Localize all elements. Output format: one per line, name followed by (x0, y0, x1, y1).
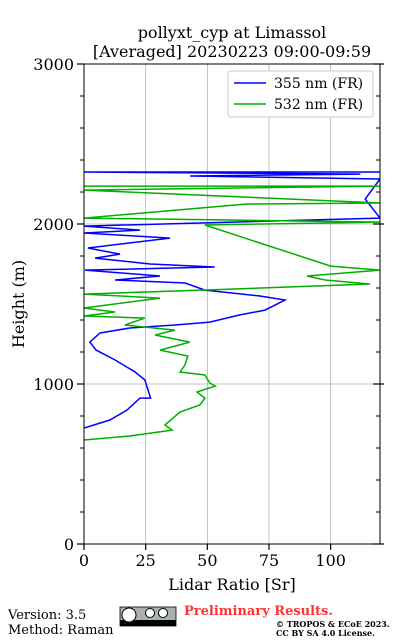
x-tick-label: 25 (135, 551, 155, 570)
x-tick-label: 0 (79, 551, 89, 570)
x-axis-label: Lidar Ratio [Sr] (168, 575, 296, 594)
method: Method: Raman (8, 623, 114, 638)
y-tick-label: 3000 (33, 55, 74, 74)
y-axis-label: Height (m) (9, 260, 28, 348)
series-line (84, 171, 380, 429)
copyright: © TROPOS & ECoE 2023. (276, 619, 390, 629)
cc-logo (119, 606, 177, 627)
y-tick-label: 0 (64, 535, 74, 554)
status: Preliminary Results. (184, 604, 333, 619)
legend-label: 532 nm (FR) (274, 97, 363, 113)
x-tick-label: 100 (315, 551, 346, 570)
chart-subtitle: [Averaged] 20230223 09:00-09:59 (93, 42, 371, 61)
x-tick-label: 50 (197, 551, 217, 570)
y-tick-label: 2000 (33, 215, 74, 234)
x-tick-label: 75 (259, 551, 279, 570)
version: Version: 3.5 (7, 608, 86, 623)
series-line (84, 185, 380, 441)
plot-frame (83, 63, 381, 545)
y-tick-label: 1000 (33, 375, 74, 394)
legend-label: 355 nm (FR) (274, 76, 363, 92)
license: CC BY SA 4.0 License. (276, 628, 375, 638)
chart-title: pollyxt_cyp at Limassol (138, 23, 327, 42)
